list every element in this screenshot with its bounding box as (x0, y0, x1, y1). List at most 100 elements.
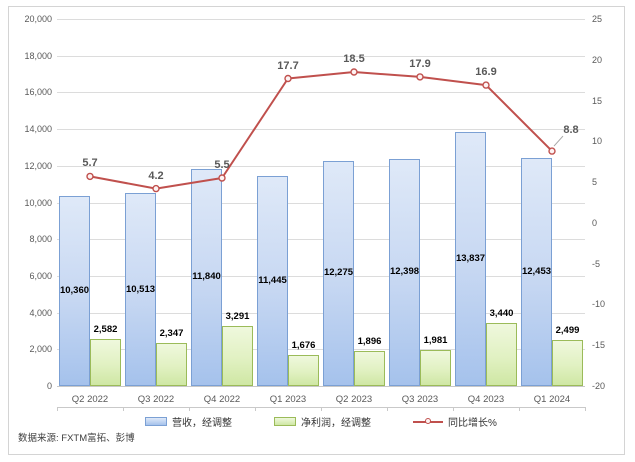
left-axis-tick-label: 4,000 (29, 307, 52, 318)
revenue-value-label: 10,360 (59, 284, 90, 296)
net-profit-value-label: 3,291 (225, 310, 250, 322)
gridline (57, 19, 585, 20)
yoy-line-marker-icon (425, 417, 432, 424)
yoy-growth-line (89, 71, 553, 190)
net-profit-value-label: 2,582 (93, 323, 118, 335)
yoy-growth-marker-icon (284, 74, 292, 83)
x-axis-tick-mark (57, 407, 58, 411)
yoy-growth-value-label: 16.9 (475, 66, 497, 79)
yoy-growth-value-label: 5.5 (214, 159, 230, 171)
gridline (57, 165, 585, 167)
gridline (57, 129, 585, 131)
legend-item-yoy-growth: 同比增长% (413, 414, 497, 429)
net-profit-bar (486, 322, 517, 386)
gridline (57, 349, 585, 351)
net-profit-bar (156, 342, 187, 386)
yoy-growth-marker-icon (86, 172, 94, 181)
yoy-growth-value-label: 5.7 (82, 157, 98, 170)
right-axis-tick-label: -10 (592, 299, 606, 310)
revenue-value-label: 11,445 (258, 275, 287, 286)
gridline (57, 239, 585, 241)
net-profit-value-label: 2,347 (159, 327, 184, 339)
x-axis-category-label: Q4 2023 (467, 394, 505, 405)
revenue-bar (323, 160, 354, 386)
right-axis-tick-label: -20 (592, 381, 606, 391)
net-profit-bar (288, 355, 319, 386)
revenue-value-label: 10,513 (125, 283, 156, 295)
revenue-value-label: 13,837 (455, 253, 486, 264)
net-profit-swatch-icon (274, 416, 297, 426)
left-axis-tick-label: 2,000 (29, 344, 52, 355)
revenue-bar (455, 132, 486, 386)
gridline (57, 55, 585, 57)
revenue-value-label: 12,453 (521, 265, 552, 277)
x-axis-category-label: Q1 2024 (533, 394, 571, 405)
right-axis-tick-label: 10 (592, 136, 603, 147)
gridline (57, 202, 585, 204)
revenue-bar (191, 168, 222, 386)
left-axis-tick-label: 14,000 (24, 124, 52, 135)
net-profit-bar (222, 325, 253, 386)
x-axis-category-label: Q4 2022 (203, 394, 241, 405)
right-axis-tick-label: -15 (592, 340, 606, 351)
revenue-value-label: 12,275 (323, 267, 354, 279)
gridline (57, 275, 585, 277)
yoy-growth-marker-icon (152, 184, 160, 193)
x-axis-category-label: Q3 2023 (401, 394, 439, 405)
x-axis-tick-mark (255, 407, 256, 411)
x-axis-tick-mark (519, 407, 520, 411)
left-axis-tick-label: 16,000 (24, 87, 52, 98)
gridline (57, 386, 585, 387)
revenue-bar (521, 157, 552, 386)
net-profit-legend-label: 净利润，经调整 (301, 417, 372, 429)
x-axis-category-label: Q1 2023 (269, 394, 307, 405)
left-axis-tick-label: 12,000 (24, 160, 52, 171)
gridline (57, 92, 585, 94)
revenue-legend-label: 营收，经调整 (172, 417, 233, 429)
yoy-growth-value-label: 4.2 (148, 169, 164, 182)
yoy-growth-value-label: 8.8 (563, 124, 579, 137)
revenue-swatch-icon (145, 416, 168, 426)
x-axis-category-label: Q2 2023 (335, 394, 373, 405)
net-profit-value-label: 1,981 (423, 334, 448, 346)
yoy-growth-value-label: 17.9 (409, 57, 431, 70)
source-note: 数据来源: FXTM富拓、彭博 (18, 433, 135, 444)
net-profit-bar (90, 338, 121, 386)
left-axis-tick-label: 8,000 (29, 234, 52, 245)
left-axis-tick-label: 6,000 (29, 270, 52, 281)
x-axis-tick-mark (453, 407, 454, 411)
right-axis-tick-label: 5 (592, 177, 598, 188)
right-axis-tick-label: 0 (592, 217, 598, 228)
revenue-bar (125, 193, 156, 386)
net-profit-value-label: 3,440 (489, 307, 514, 319)
right-axis-tick-label: 15 (592, 95, 603, 106)
yoy-growth-line-layer (86, 68, 564, 193)
label-leader-line (553, 135, 564, 147)
x-axis-tick-mark (321, 407, 322, 411)
x-axis-tick-mark (585, 407, 586, 411)
revenue-bar (59, 195, 90, 386)
x-axis-category-label: Q2 2022 (71, 394, 109, 405)
x-axis-tick-mark (123, 407, 124, 411)
right-axis-tick-label: 20 (592, 54, 603, 65)
legend-item-revenue: 营收，经调整 (145, 414, 232, 429)
yoy-growth-value-label: 18.5 (343, 53, 365, 65)
net-profit-bar (552, 340, 583, 386)
left-axis-tick-label: 0 (46, 381, 52, 391)
legend: 营收，经调整 净利润，经调整 同比增长% (57, 412, 585, 430)
yoy-growth-value-label: 17.7 (277, 59, 299, 72)
revenue-value-label: 12,398 (389, 266, 420, 278)
yoy-growth-marker-icon (350, 68, 358, 76)
revenue-bar (389, 158, 420, 386)
right-axis-tick-label: 25 (592, 14, 603, 24)
revenue-value-label: 11,840 (192, 271, 221, 283)
yoy-growth-marker-icon (482, 81, 490, 89)
yoy-growth-marker-icon (218, 174, 226, 182)
net-profit-bar (420, 349, 451, 386)
left-axis-tick-label: 18,000 (24, 50, 52, 61)
x-axis-tick-mark (387, 407, 388, 411)
revenue-bar (257, 176, 288, 386)
x-axis-category-label: Q3 2022 (137, 394, 175, 405)
yoy-growth-marker-icon (416, 73, 424, 81)
